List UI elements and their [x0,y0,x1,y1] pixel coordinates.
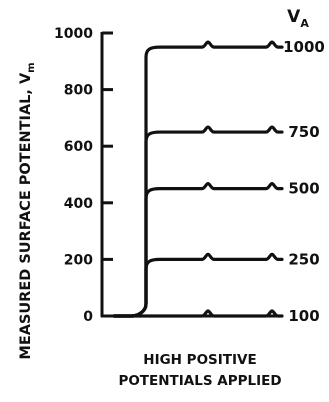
series-label: 1000 [283,38,325,56]
y-ticks: 0 200 400 600 800 1000 [54,26,113,325]
series-labels: 1000 750 500 250 100 [283,38,325,325]
y-tick-label: 1000 [54,26,93,42]
series-line-250 [112,252,284,318]
axes [100,32,282,318]
curves [112,40,284,318]
y-tick-label: 600 [64,139,93,155]
series-line-750 [112,125,284,318]
legend-header-text: V [287,7,301,27]
y-tick-label: 200 [64,252,93,268]
legend-header-subscript: A [300,17,309,30]
y-tick-label: 800 [64,83,93,99]
y-axis-title-subscript: m [26,62,37,72]
x-axis-label-line2: POTENTIALS APPLIED [118,373,281,389]
y-tick-label: 0 [83,309,93,325]
series-label: 750 [288,123,319,141]
y-axis-title-text: MEASURED SURFACE POTENTIAL, V [18,72,34,360]
series-label: 250 [288,250,319,268]
series-label: 100 [288,307,319,325]
y-axis-title: MEASURED SURFACE POTENTIAL, Vm [18,62,37,359]
y-tick-label: 400 [64,196,93,212]
series-label: 500 [288,180,319,198]
x-axis-label-line1: HIGH POSITIVE [143,352,256,368]
series-line-100 [112,309,284,318]
series-line-1000 [112,40,284,318]
legend-header: VA [287,7,309,30]
series-line-500 [112,182,284,318]
